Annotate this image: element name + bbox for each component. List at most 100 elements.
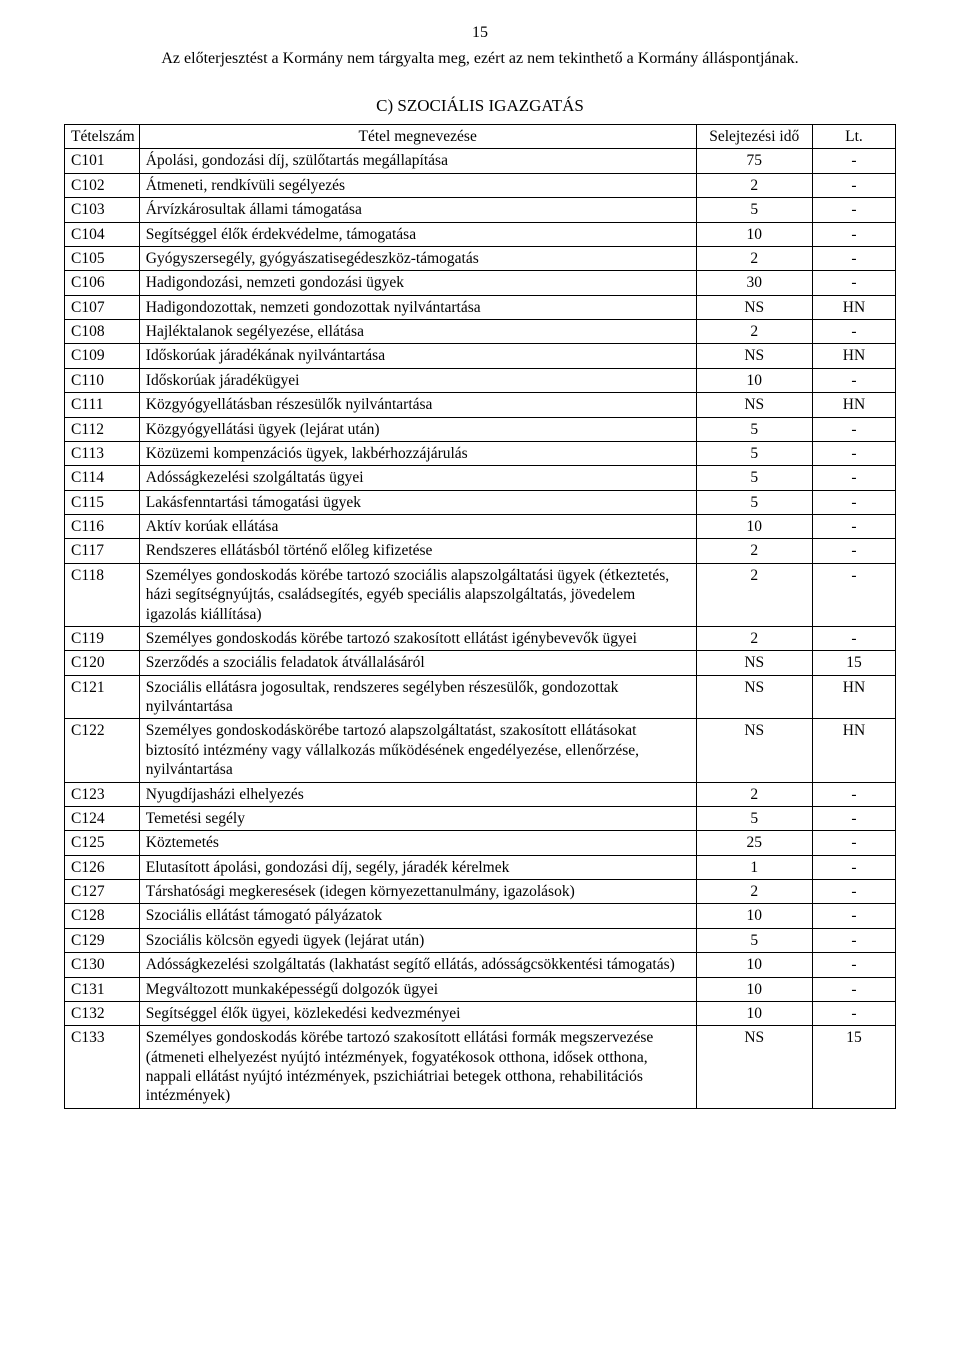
table-row: C127Társhatósági megkeresések (idegen kö… [65,880,896,904]
table-row: C123Nyugdíjasházi elhelyezés2- [65,782,896,806]
cell-id: C132 [65,1001,140,1025]
table-row: C106Hadigondozási, nemzeti gondozási ügy… [65,271,896,295]
cell-time: NS [696,719,812,782]
cell-name: Személyes gondoskodáskörébe tartozó alap… [139,719,696,782]
cell-time: 25 [696,831,812,855]
table-row: C131Megváltozott munkaképességű dolgozók… [65,977,896,1001]
cell-time: 2 [696,563,812,626]
cell-lt: - [812,782,895,806]
cell-time: 2 [696,320,812,344]
table-row: C121Szociális ellátásra jogosultak, rend… [65,675,896,719]
col-header-name: Tétel megnevezése [139,125,696,149]
cell-time: 10 [696,222,812,246]
cell-id: C105 [65,246,140,270]
table-row: C129Szociális kölcsön egyedi ügyek (lejá… [65,928,896,952]
cell-id: C130 [65,953,140,977]
cell-lt: - [812,539,895,563]
table-row: C103Árvízkárosultak állami támogatása5- [65,198,896,222]
cell-time: NS [696,393,812,417]
cell-name: Személyes gondoskodás körébe tartozó sza… [139,1026,696,1109]
cell-time: 10 [696,977,812,1001]
cell-id: C118 [65,563,140,626]
cell-lt: - [812,149,895,173]
table-row: C107Hadigondozottak, nemzeti gondozottak… [65,295,896,319]
table-row: C120Szerződés a szociális feladatok átvá… [65,651,896,675]
cell-name: Személyes gondoskodás körébe tartozó szo… [139,563,696,626]
cell-lt: - [812,1001,895,1025]
cell-id: C103 [65,198,140,222]
cell-lt: - [812,246,895,270]
cell-time: 5 [696,466,812,490]
cell-time: 2 [696,782,812,806]
cell-id: C124 [65,806,140,830]
cell-time: 5 [696,417,812,441]
cell-lt: - [812,173,895,197]
table-row: C110Időskorúak járadékügyei10- [65,368,896,392]
cell-id: C107 [65,295,140,319]
cell-lt: HN [812,393,895,417]
items-table: Tételszám Tétel megnevezése Selejtezési … [64,124,896,1109]
cell-lt: - [812,271,895,295]
cell-name: Árvízkárosultak állami támogatása [139,198,696,222]
cell-id: C111 [65,393,140,417]
col-header-id: Tételszám [65,125,140,149]
cell-time: 5 [696,441,812,465]
cell-name: Hadigondozottak, nemzeti gondozottak nyi… [139,295,696,319]
cell-lt: - [812,928,895,952]
cell-id: C117 [65,539,140,563]
cell-id: C101 [65,149,140,173]
cell-name: Átmeneti, rendkívüli segélyezés [139,173,696,197]
cell-lt: - [812,368,895,392]
cell-id: C122 [65,719,140,782]
cell-id: C129 [65,928,140,952]
cell-name: Időskorúak járadékügyei [139,368,696,392]
cell-id: C102 [65,173,140,197]
header-note: Az előterjesztést a Kormány nem tárgyalt… [64,50,896,68]
cell-id: C108 [65,320,140,344]
table-row: C115Lakásfenntartási támogatási ügyek5- [65,490,896,514]
cell-time: NS [696,675,812,719]
cell-id: C119 [65,626,140,650]
cell-lt: - [812,977,895,1001]
cell-time: 10 [696,1001,812,1025]
cell-name: Adósságkezelési szolgáltatás ügyei [139,466,696,490]
cell-name: Rendszeres ellátásból történő előleg kif… [139,539,696,563]
cell-time: NS [696,295,812,319]
table-row: C109Időskorúak járadékának nyilvántartás… [65,344,896,368]
cell-lt: - [812,953,895,977]
cell-name: Segítséggel élők érdekvédelme, támogatás… [139,222,696,246]
cell-time: 2 [696,880,812,904]
table-row: C130Adósságkezelési szolgáltatás (lakhat… [65,953,896,977]
table-row: C122Személyes gondoskodáskörébe tartozó … [65,719,896,782]
cell-name: Aktív korúak ellátása [139,515,696,539]
table-row: C101Ápolási, gondozási díj, szülőtartás … [65,149,896,173]
cell-name: Szociális ellátásra jogosultak, rendszer… [139,675,696,719]
cell-time: 75 [696,149,812,173]
cell-name: Elutasított ápolási, gondozási díj, segé… [139,855,696,879]
table-row: C102Átmeneti, rendkívüli segélyezés2- [65,173,896,197]
table-row: C112Közgyógyellátási ügyek (lejárat után… [65,417,896,441]
cell-lt: - [812,626,895,650]
cell-lt: - [812,904,895,928]
page-number: 15 [64,24,896,42]
cell-lt: - [812,855,895,879]
table-row: C126Elutasított ápolási, gondozási díj, … [65,855,896,879]
cell-name: Lakásfenntartási támogatási ügyek [139,490,696,514]
cell-time: 10 [696,515,812,539]
cell-time: 10 [696,904,812,928]
cell-id: C126 [65,855,140,879]
cell-id: C123 [65,782,140,806]
cell-name: Szociális kölcsön egyedi ügyek (lejárat … [139,928,696,952]
cell-time: 10 [696,953,812,977]
cell-lt: - [812,880,895,904]
cell-name: Temetési segély [139,806,696,830]
cell-name: Időskorúak járadékának nyilvántartása [139,344,696,368]
cell-time: 5 [696,806,812,830]
cell-name: Megváltozott munkaképességű dolgozók ügy… [139,977,696,1001]
cell-name: Társhatósági megkeresések (idegen környe… [139,880,696,904]
cell-lt: HN [812,344,895,368]
cell-name: Segítséggel élők ügyei, közlekedési kedv… [139,1001,696,1025]
cell-time: 2 [696,173,812,197]
table-body: C101Ápolási, gondozási díj, szülőtartás … [65,149,896,1108]
cell-id: C115 [65,490,140,514]
